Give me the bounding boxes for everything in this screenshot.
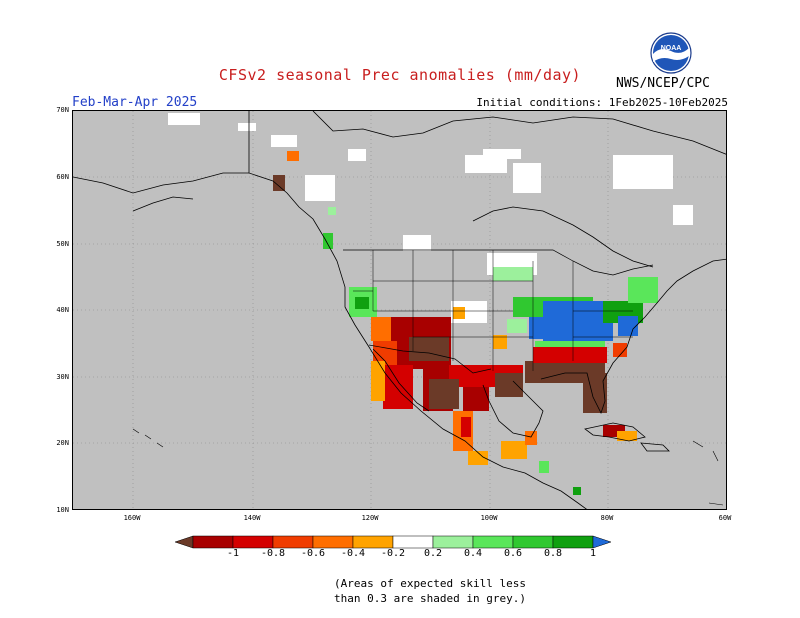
noaa-logo-text: NOAA — [661, 45, 682, 52]
lat-label: 60N — [56, 173, 69, 181]
legend-label: -0.2 — [380, 548, 406, 559]
map-graphic — [73, 111, 726, 509]
lon-label: 140W — [243, 514, 261, 522]
legend-swatch — [472, 535, 514, 549]
legend-swatch — [192, 535, 234, 549]
legend-label: 0.4 — [463, 548, 483, 559]
country-borders — [343, 249, 654, 374]
legend-swatch — [392, 535, 434, 549]
coastlines — [73, 111, 726, 509]
noaa-logo: NOAA — [650, 32, 692, 74]
map-title: CFSv2 seasonal Prec anomalies (mm/day) — [218, 66, 582, 84]
color-legend — [175, 535, 612, 549]
lat-label: 20N — [56, 439, 69, 447]
season-label: Feb-Mar-Apr 2025 — [72, 95, 198, 110]
legend-swatch — [272, 535, 314, 549]
lat-label: 40N — [56, 306, 69, 314]
state-borders — [353, 250, 633, 371]
legend-label: -1 — [226, 548, 240, 559]
footnote: (Areas of expected skill less than 0.3 a… — [0, 576, 800, 606]
map-panel — [72, 110, 727, 510]
lon-label: 120W — [361, 514, 379, 522]
lat-label: 10N — [56, 506, 69, 514]
legend-swatch — [352, 535, 394, 549]
lon-label: 100W — [480, 514, 498, 522]
lon-label: 60W — [718, 514, 732, 522]
near-normal-areas — [168, 113, 693, 323]
legend-label: -0.6 — [300, 548, 326, 559]
legend-label: 0.2 — [423, 548, 443, 559]
legend-swatch — [592, 535, 612, 549]
legend-swatch — [552, 535, 594, 549]
legend-swatch — [512, 535, 554, 549]
lat-label: 30N — [56, 373, 69, 381]
lat-label: 50N — [56, 240, 69, 248]
legend-swatch — [175, 535, 194, 549]
legend-swatch — [232, 535, 274, 549]
initial-conditions-label: Initial conditions: 1Feb2025-10Feb2025 — [476, 96, 728, 109]
legend-label: 0.6 — [503, 548, 523, 559]
legend-swatch — [432, 535, 474, 549]
lon-label: 80W — [600, 514, 614, 522]
legend-label: -0.4 — [340, 548, 366, 559]
islands — [132, 428, 724, 506]
legend-label: 0.8 — [543, 548, 563, 559]
legend-label: -0.8 — [260, 548, 286, 559]
legend-label: 1 — [589, 548, 597, 559]
lon-label: 160W — [123, 514, 141, 522]
footnote-line: (Areas of expected skill less — [333, 577, 527, 590]
lat-label: 70N — [56, 106, 69, 114]
footnote-line: than 0.3 are shaded in grey.) — [333, 592, 527, 605]
legend-swatch — [312, 535, 354, 549]
agency-label: NWS/NCEP/CPC — [616, 76, 710, 91]
